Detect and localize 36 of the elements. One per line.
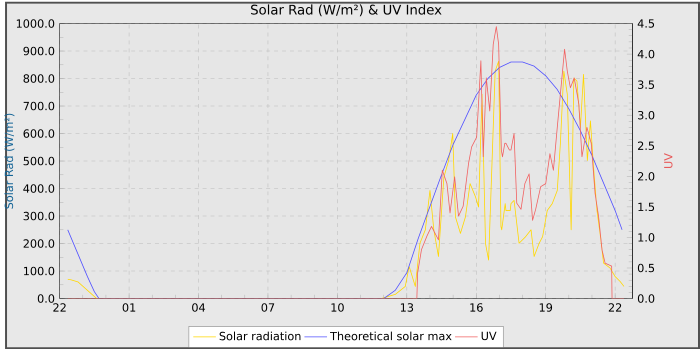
y2-tick-label: 2.0 bbox=[638, 172, 654, 181]
y2-axis-title: UV bbox=[664, 153, 673, 168]
x-tick-label: 22 bbox=[608, 303, 622, 312]
y-tick-label: 300.0 bbox=[24, 212, 54, 220]
y2-tick-label: 4.5 bbox=[638, 19, 654, 28]
x-tick-label: 13 bbox=[400, 303, 414, 312]
x-tick-label: 16 bbox=[470, 303, 483, 312]
legend-label: Solar radiation bbox=[220, 332, 300, 340]
y2-tick-label: 0.5 bbox=[638, 264, 654, 272]
x-tick-label: 04 bbox=[192, 303, 206, 312]
y2-tick-label: 3.5 bbox=[638, 80, 654, 89]
y2-tick-label: 0.0 bbox=[638, 294, 654, 303]
y2-tick-label: 3.0 bbox=[638, 110, 654, 120]
y-tick-label: 600.0 bbox=[24, 129, 54, 138]
y2-tick-label: 2.5 bbox=[638, 141, 654, 150]
y2-tick-label: 1.0 bbox=[638, 233, 654, 242]
legend-label: UV bbox=[482, 332, 497, 340]
chart-title: Solar Rad (W/m²) & UV Index bbox=[251, 4, 442, 16]
legend-label: Theoretical solar max bbox=[330, 332, 452, 340]
y-tick-label: 800.0 bbox=[24, 74, 54, 83]
y-tick-label: 500.0 bbox=[24, 156, 54, 166]
y-tick-label: 900.0 bbox=[23, 46, 54, 56]
x-tick-label: 01 bbox=[122, 303, 136, 312]
x-tick-label: 22 bbox=[53, 303, 66, 312]
y-tick-label: 100.0 bbox=[24, 266, 54, 276]
x-tick-label: 07 bbox=[262, 303, 274, 312]
y-tick-label: 700.0 bbox=[24, 102, 54, 110]
y-axis-title: Solar Rad (W/m²) bbox=[4, 114, 14, 209]
y2-tick-label: 1.5 bbox=[638, 202, 654, 211]
y-tick-label: 200.0 bbox=[24, 239, 54, 248]
x-tick-label: 19 bbox=[540, 303, 552, 312]
x-tick-label: 10 bbox=[331, 303, 344, 312]
y-tick-label: 1000.0 bbox=[16, 19, 54, 28]
y-tick-label: 400.0 bbox=[23, 184, 54, 193]
y2-tick-label: 4.0 bbox=[638, 50, 654, 58]
y-tick-label: 0.0 bbox=[38, 294, 54, 303]
